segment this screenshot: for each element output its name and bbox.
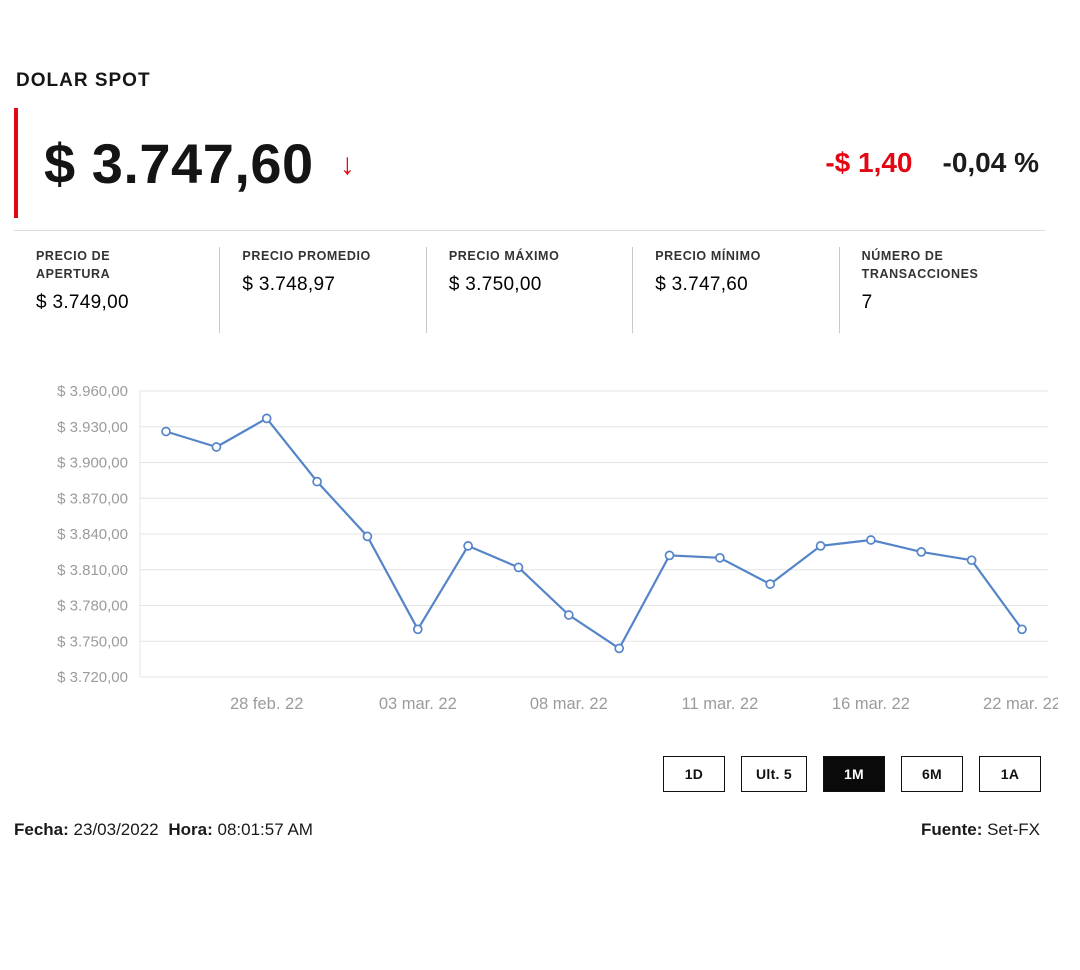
page-title: DOLAR SPOT <box>16 70 151 91</box>
stat-label: NÚMERO DE TRANSACCIONES <box>861 249 979 282</box>
stat-precio-apertura: PRECIO DE APERTURA $ 3.749,00 <box>36 247 219 333</box>
fuente-value: Set-FX <box>987 820 1040 839</box>
quote-panel: $ 3.747,60 ↓ -$ 1,40 -0,04 % <box>14 108 1045 218</box>
svg-text:03 mar. 22: 03 mar. 22 <box>379 695 457 713</box>
stat-value: $ 3.750,00 <box>448 274 542 296</box>
stat-precio-promedio: PRECIO PROMEDIO $ 3.748,97 <box>219 247 425 333</box>
hora-label: Hora: <box>168 820 213 839</box>
stat-precio-minimo: PRECIO MÍNIMO $ 3.747,60 <box>632 247 838 333</box>
stat-value: 7 <box>861 292 873 314</box>
source-info: Fuente: Set-FX <box>921 820 1045 840</box>
svg-text:28 feb. 22: 28 feb. 22 <box>230 695 303 713</box>
change-percent: -0,04 % <box>942 147 1040 178</box>
hora-value: 08:01:57 AM <box>217 820 313 839</box>
svg-text:$ 3.900,00: $ 3.900,00 <box>57 455 128 472</box>
footer: Fecha: 23/03/2022 Hora: 08:01:57 AM Fuen… <box>14 820 1045 840</box>
price-line-chart: $ 3.720,00 $ 3.750,00 $ 3.780,00 $ 3.810,00… <box>28 381 1061 726</box>
divider <box>14 230 1045 231</box>
svg-text:$ 3.810,00: $ 3.810,00 <box>57 562 128 579</box>
stat-value: $ 3.749,00 <box>36 292 129 314</box>
chart-canvas: $ 3.720,00 $ 3.750,00 $ 3.780,00 $ 3.810,00… <box>57 383 1061 713</box>
date-time-info: Fecha: 23/03/2022 Hora: 08:01:57 AM <box>14 820 318 840</box>
svg-text:$ 3.930,00: $ 3.930,00 <box>57 419 128 436</box>
quote-price-group: $ 3.747,60 ↓ <box>44 131 355 196</box>
stat-value: $ 3.748,97 <box>242 274 336 296</box>
range-button-6m[interactable]: 6M <box>901 756 963 792</box>
svg-text:16 mar. 22: 16 mar. 22 <box>832 695 910 713</box>
stat-label: PRECIO PROMEDIO <box>242 249 371 263</box>
range-selector: 1D Ult. 5 1M 6M 1A <box>14 756 1045 792</box>
stat-precio-maximo: PRECIO MÁXIMO $ 3.750,00 <box>425 247 632 333</box>
svg-text:08 mar. 22: 08 mar. 22 <box>530 695 608 713</box>
stat-label: PRECIO MÍNIMO <box>655 249 761 263</box>
change-absolute: -$ 1,40 <box>825 147 913 178</box>
dolar-spot-widget: DOLAR SPOT $ 3.747,60 ↓ -$ 1,40 -0,04 % … <box>0 70 1080 840</box>
fecha-value: 23/03/2022 <box>73 820 159 839</box>
stat-label: PRECIO DE APERTURA <box>36 249 111 282</box>
range-button-ult5[interactable]: Ult. 5 <box>740 756 807 792</box>
stats-row: PRECIO DE APERTURA $ 3.749,00 PRECIO PRO… <box>14 233 1045 347</box>
svg-text:$ 3.780,00: $ 3.780,00 <box>57 598 128 615</box>
quote-change-group: -$ 1,40 -0,04 % <box>825 147 1039 179</box>
fecha-label: Fecha: <box>14 820 69 839</box>
stat-numero-transacciones: NÚMERO DE TRANSACCIONES 7 <box>838 247 1045 333</box>
svg-text:$ 3.960,00: $ 3.960,00 <box>57 383 128 400</box>
fuente-label: Fuente: <box>920 820 983 839</box>
stat-label: PRECIO MÁXIMO <box>448 249 560 263</box>
svg-text:11 mar. 22: 11 mar. 22 <box>682 695 759 713</box>
svg-text:22 mar. 22: 22 mar. 22 <box>983 695 1058 713</box>
svg-text:$ 3.840,00: $ 3.840,00 <box>57 526 128 543</box>
range-button-1a[interactable]: 1A <box>979 756 1041 792</box>
range-button-1m[interactable]: 1M <box>823 756 885 792</box>
stat-value: $ 3.747,60 <box>655 274 749 296</box>
arrow-down-icon: ↓ <box>339 148 355 181</box>
current-price: $ 3.747,60 <box>44 131 314 195</box>
range-button-1d[interactable]: 1D <box>662 756 725 792</box>
svg-text:$ 3.870,00: $ 3.870,00 <box>57 490 128 507</box>
svg-text:$ 3.720,00: $ 3.720,00 <box>57 669 128 686</box>
svg-text:$ 3.750,00: $ 3.750,00 <box>57 633 128 650</box>
